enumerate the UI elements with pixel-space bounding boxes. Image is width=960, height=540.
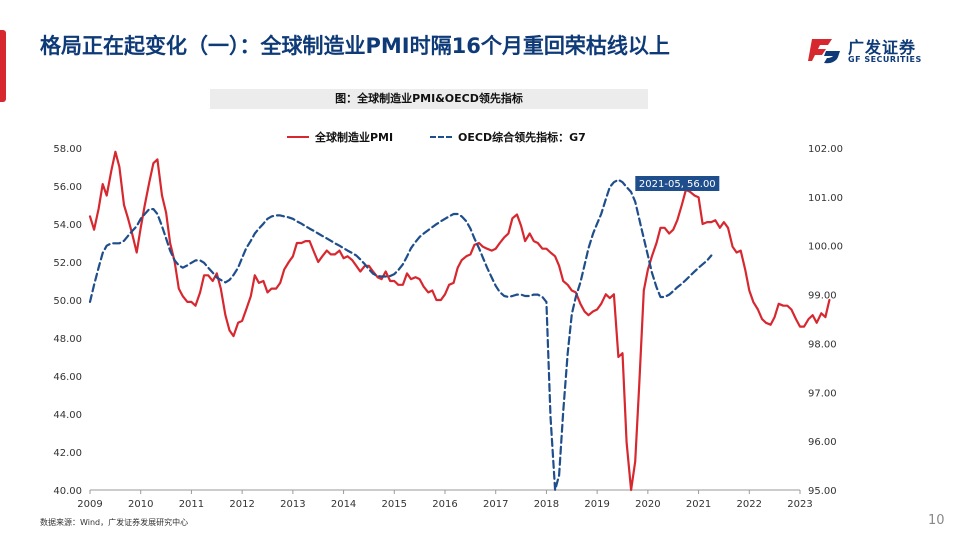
gf-logo-icon bbox=[808, 39, 840, 64]
x-tick-label: 2021 bbox=[686, 499, 711, 510]
annotation-box bbox=[635, 176, 720, 191]
legend-swatch-oecd bbox=[430, 136, 452, 138]
y-right-tick-label: 96.00 bbox=[808, 437, 837, 448]
legend-item-oecd: OECD综合领先指标：G7 bbox=[430, 129, 586, 145]
accent-bar bbox=[0, 30, 6, 102]
y-left-tick-label: 58.00 bbox=[53, 144, 82, 155]
y-left-tick-label: 44.00 bbox=[53, 410, 82, 421]
chart-caption: 图：全球制造业PMI&OECD领先指标 bbox=[210, 89, 648, 109]
company-logo: 广发证券 GF SECURITIES bbox=[808, 31, 948, 71]
x-tick-label: 2010 bbox=[128, 499, 153, 510]
y-right-tick-label: 100.00 bbox=[808, 242, 843, 253]
y-left-tick-label: 42.00 bbox=[53, 448, 82, 459]
y-right-tick-label: 95.00 bbox=[808, 486, 837, 497]
series-line-oecd bbox=[88, 178, 713, 492]
y-left-tick-label: 46.00 bbox=[53, 372, 82, 383]
legend-item-pmi: 全球制造业PMI bbox=[287, 129, 393, 145]
logo-text-cn: 广发证券 bbox=[848, 38, 917, 57]
x-tick-label: 2014 bbox=[331, 499, 356, 510]
y-right-tick-label: 99.00 bbox=[808, 291, 837, 302]
data-source-note: 数据来源：Wind，广发证券发展研究中心 bbox=[40, 518, 189, 527]
series-layer bbox=[88, 150, 831, 492]
slide-title: 格局正在起变化（一）：全球制造业PMI时隔16个月重回荣枯线以上 bbox=[40, 34, 670, 58]
y-left-tick-label: 54.00 bbox=[53, 220, 82, 231]
x-tick-label: 2020 bbox=[635, 499, 660, 510]
y-left-tick-label: 48.00 bbox=[53, 334, 82, 345]
y-left-tick-label: 50.00 bbox=[53, 296, 82, 307]
x-tick-label: 2011 bbox=[179, 499, 204, 510]
y-left-tick-label: 56.00 bbox=[53, 182, 82, 193]
legend-label-oecd: OECD综合领先指标：G7 bbox=[458, 131, 586, 144]
y-right-tick-label: 97.00 bbox=[808, 388, 837, 399]
x-tick-label: 2022 bbox=[737, 499, 762, 510]
axes-layer: 2009 2010 2011 2012 2013 2014 2015 2016 2017 2018… bbox=[53, 144, 843, 510]
y-right-tick-label: 98.00 bbox=[808, 339, 837, 350]
annotation-label: 2021-05, 56.00 bbox=[639, 179, 716, 190]
legend-swatch-pmi bbox=[287, 136, 309, 138]
y-right-tick-label: 102.00 bbox=[808, 144, 843, 155]
x-tick-label: 2019 bbox=[584, 499, 609, 510]
x-tick-label: 2009 bbox=[77, 499, 102, 510]
x-tick-label: 2012 bbox=[229, 499, 254, 510]
series-line-pmi bbox=[88, 150, 831, 492]
logo-text-en: GF SECURITIES bbox=[848, 55, 922, 64]
x-tick-label: 2023 bbox=[787, 499, 812, 510]
x-tick-label: 2013 bbox=[280, 499, 305, 510]
x-tick-label: 2015 bbox=[382, 499, 407, 510]
legend-label-pmi: 全球制造业PMI bbox=[315, 131, 394, 144]
x-tick-label: 2018 bbox=[534, 499, 559, 510]
y-left-tick-label: 40.00 bbox=[53, 486, 82, 497]
annotation-layer: 2021-05, 56.00 bbox=[635, 176, 720, 191]
x-tick-label: 2017 bbox=[483, 499, 508, 510]
y-right-tick-label: 101.00 bbox=[808, 193, 843, 204]
chart-legend: 全球制造业PMI OECD综合领先指标：G7 bbox=[0, 129, 960, 145]
x-tick-label: 2016 bbox=[432, 499, 457, 510]
page-number: 10 bbox=[928, 513, 945, 528]
y-left-tick-label: 52.00 bbox=[53, 258, 82, 269]
